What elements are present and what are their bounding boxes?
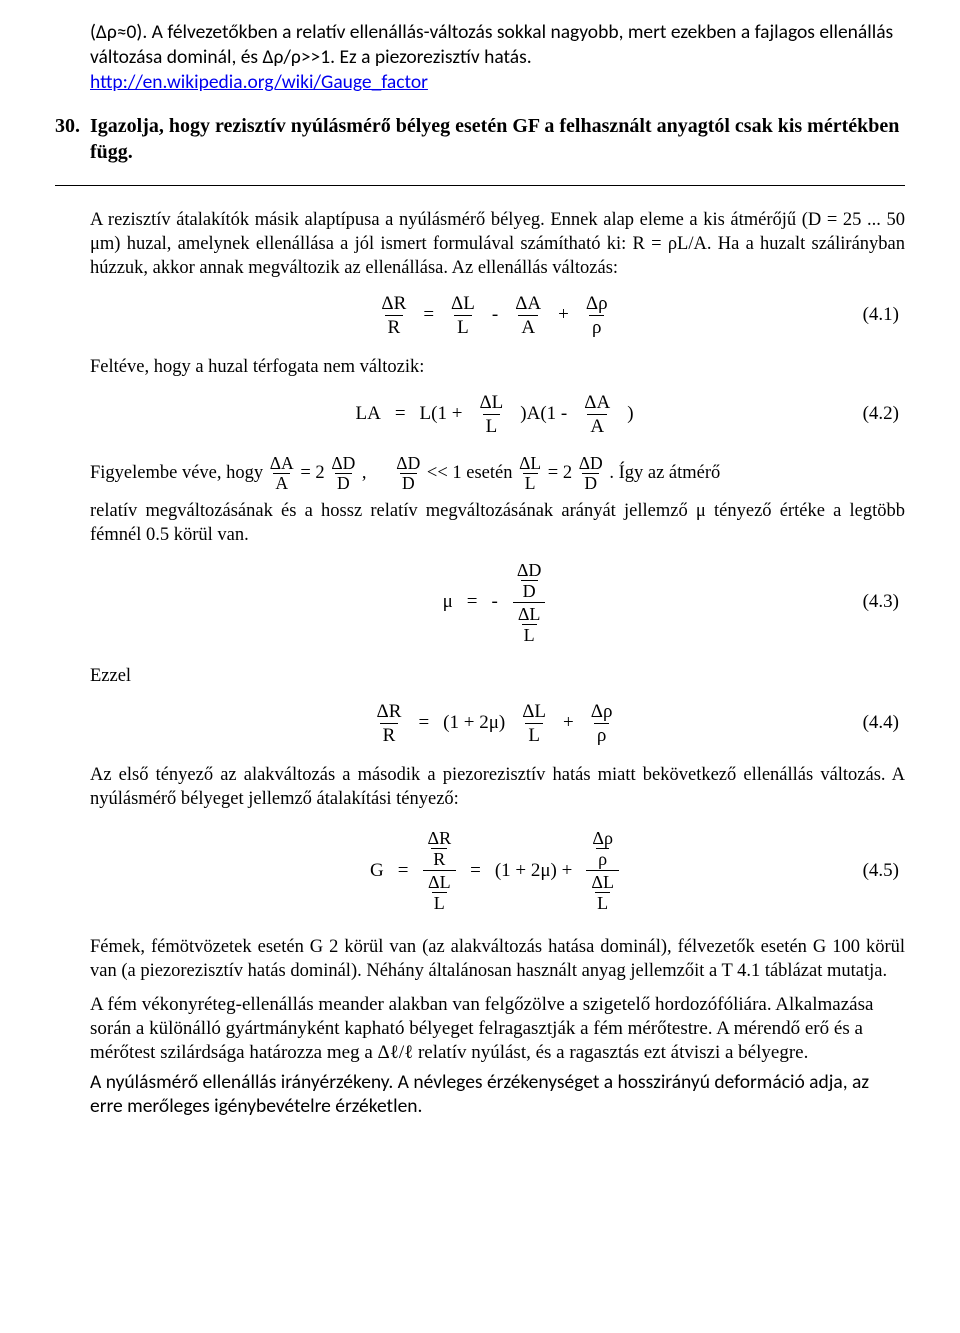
paragraph-2: Feltéve, hogy a huzal térfogata nem vált…: [90, 355, 905, 379]
paragraph-4: Ezzel: [90, 664, 905, 688]
gauge-factor-link[interactable]: http://en.wikipedia.org/wiki/Gauge_facto…: [90, 70, 428, 94]
paragraph-3: Figyelembe véve, hogy ΔAA = 2 ΔDD , ΔDD …: [90, 454, 905, 493]
eq-label-4-4: (4.4): [615, 711, 905, 736]
eq-label-4-1: (4.1): [611, 303, 905, 328]
eq-label-4-2: (4.2): [634, 402, 906, 427]
question-row: 30. Igazolja, hogy rezisztív nyúlásmérő …: [90, 113, 905, 165]
paragraph-6: Fémek, fémötvözetek esetén G 2 körül van…: [90, 935, 905, 983]
question-text: Igazolja, hogy rezisztív nyúlásmérő bély…: [90, 113, 905, 165]
intro-text: (Δρ≈0). A félvezetőkben a relatív ellená…: [90, 20, 893, 69]
separator: [55, 185, 905, 186]
equation-4-5: G = ΔRR ΔLL = (1 + 2μ) + Δρρ ΔLL (4.5): [90, 829, 905, 912]
eq-label-4-3: (4.3): [546, 590, 905, 615]
equation-4-2: LA = L(1 + ΔLL )A(1 - ΔAA ) (4.2): [90, 393, 905, 436]
paragraph-5: Az első tényező az alakváltozás a másodi…: [90, 763, 905, 811]
closing-paragraph-1: A fém vékonyréteg-ellenállás meander ala…: [90, 993, 905, 1066]
eq-label-4-5: (4.5): [619, 859, 905, 884]
closing-paragraph-2: A nyúlásmérő ellenállás irányérzékeny. A…: [90, 1070, 905, 1120]
paragraph-1: A rezisztív átalakítók másik alaptípusa …: [90, 208, 905, 280]
paragraph-3b: relatív megváltozásának és a hossz relat…: [90, 499, 905, 547]
equation-4-4: ΔRR = (1 + 2μ) ΔLL + Δρρ (4.4): [90, 702, 905, 745]
page: (Δρ≈0). A félvezetőkben a relatív ellená…: [0, 0, 960, 1333]
equation-4-1: ΔRR = ΔLL - ΔAA + Δρρ (4.1): [90, 294, 905, 337]
intro-block: (Δρ≈0). A félvezetőkben a relatív ellená…: [90, 20, 905, 95]
equation-4-3: μ = - ΔDD ΔLL (4.3): [90, 561, 905, 644]
question-number: 30.: [55, 113, 90, 165]
